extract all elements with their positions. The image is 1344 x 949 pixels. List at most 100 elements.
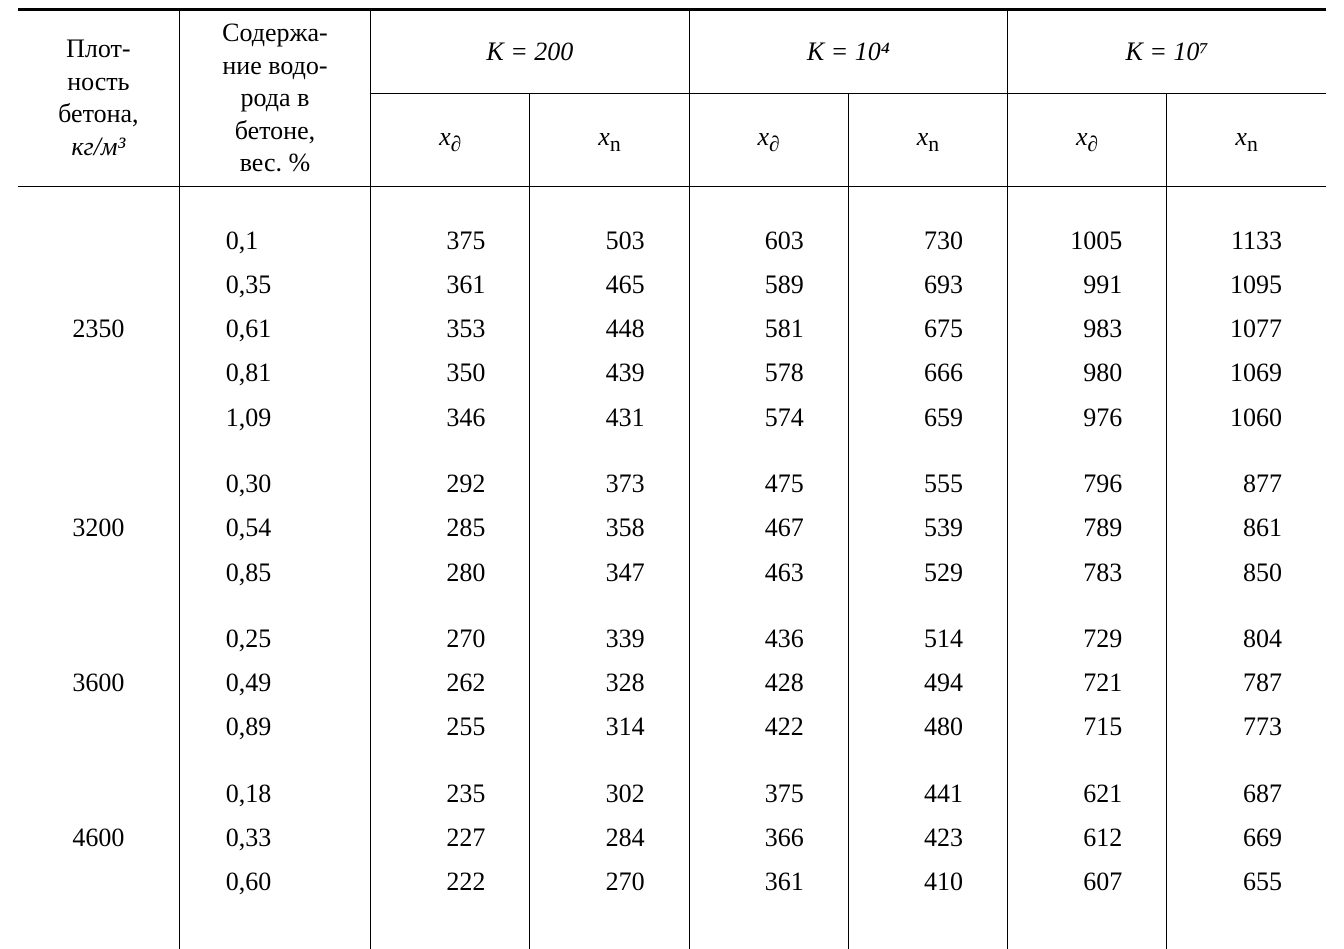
value-cell: 980 [1007,351,1166,395]
value-cell: 729 [1007,617,1166,661]
value-cell: 422 [689,705,848,749]
value-cell: 494 [848,661,1007,705]
value-cell: 328 [530,661,689,705]
value-cell: 373 [530,462,689,506]
value-cell: 1005 [1007,219,1166,263]
value-cell: 804 [1167,617,1326,661]
value-cell: 983 [1007,307,1166,351]
table-row: 1,093464315746599761060 [18,396,1326,440]
header-k-200: K = 200 [371,11,689,94]
hydrogen-cell: 0,49 [179,661,370,705]
value-cell: 410 [848,860,1007,904]
value-cell: 284 [530,816,689,860]
header-hydrogen: Содержа- ние водо- рода в бетоне, вес. % [179,11,370,186]
value-cell: 503 [530,219,689,263]
value-cell: 991 [1007,263,1166,307]
value-cell: 346 [371,396,530,440]
value-cell: 787 [1167,661,1326,705]
value-cell: 976 [1007,396,1166,440]
density-cell: 3600 [18,617,179,750]
value-cell: 877 [1167,462,1326,506]
value-cell: 1133 [1167,219,1326,263]
value-cell: 366 [689,816,848,860]
value-cell: 1069 [1167,351,1326,395]
value-cell: 280 [371,551,530,595]
value-cell: 292 [371,462,530,506]
value-cell: 262 [371,661,530,705]
table-row: 0,60222270361410607655 [18,860,1326,904]
value-cell: 361 [689,860,848,904]
value-cell: 715 [1007,705,1166,749]
table-row: 0,613534485816759831077 [18,307,1326,351]
value-cell: 721 [1007,661,1166,705]
value-cell: 235 [371,772,530,816]
density-cell: 3200 [18,462,179,595]
table-row: 23500,137550360373010051133 [18,219,1326,263]
value-cell: 666 [848,351,1007,395]
value-cell: 850 [1167,551,1326,595]
value-cell: 375 [371,219,530,263]
table-body: 23500,1375503603730100511330,35361465589… [18,186,1326,949]
value-cell: 465 [530,263,689,307]
value-cell: 270 [371,617,530,661]
value-cell: 302 [530,772,689,816]
hydrogen-cell: 0,89 [179,705,370,749]
hydrogen-cell: 0,30 [179,462,370,506]
value-cell: 285 [371,506,530,550]
value-cell: 480 [848,705,1007,749]
value-cell: 861 [1167,506,1326,550]
table-row: 0,353614655896939911095 [18,263,1326,307]
table-row: 0,85280347463529783850 [18,551,1326,595]
value-cell: 423 [848,816,1007,860]
value-cell: 589 [689,263,848,307]
hydrogen-cell: 0,18 [179,772,370,816]
value-cell: 314 [530,705,689,749]
header-xd-3: x∂ [1007,94,1166,186]
hydrogen-cell: 1,09 [179,396,370,440]
value-cell: 514 [848,617,1007,661]
value-cell: 687 [1167,772,1326,816]
scanned-table-page: Плот- ность бетона, кг/м³ Содержа- ние в… [0,0,1344,828]
value-cell: 361 [371,263,530,307]
header-xd-1: x∂ [371,94,530,186]
table-row: 36000,25270339436514729804 [18,617,1326,661]
value-cell: 655 [1167,860,1326,904]
value-cell: 529 [848,551,1007,595]
value-cell: 773 [1167,705,1326,749]
value-cell: 350 [371,351,530,395]
table-row: 0,89255314422480715773 [18,705,1326,749]
value-cell: 375 [689,772,848,816]
value-cell: 693 [848,263,1007,307]
table-row: 0,813504395786669801069 [18,351,1326,395]
table-row: 46000,18235302375441621687 [18,772,1326,816]
hydrogen-cell: 0,61 [179,307,370,351]
value-cell: 581 [689,307,848,351]
table-row: 0,49262328428494721787 [18,661,1326,705]
density-cell: 4600 [18,772,179,905]
hydrogen-cell: 0,60 [179,860,370,904]
value-cell: 475 [689,462,848,506]
concrete-shielding-table: Плот- ность бетона, кг/м³ Содержа- ние в… [18,8,1326,949]
header-xn-2: xn [848,94,1007,186]
value-cell: 1095 [1167,263,1326,307]
value-cell: 448 [530,307,689,351]
hydrogen-cell: 0,33 [179,816,370,860]
value-cell: 467 [689,506,848,550]
value-cell: 669 [1167,816,1326,860]
table-row: 0,33227284366423612669 [18,816,1326,860]
table-row: 0,54285358467539789861 [18,506,1326,550]
value-cell: 428 [689,661,848,705]
header-xn-1: xn [530,94,689,186]
header-density: Плот- ность бетона, кг/м³ [18,11,179,186]
value-cell: 539 [848,506,1007,550]
value-cell: 1077 [1167,307,1326,351]
value-cell: 730 [848,219,1007,263]
value-cell: 463 [689,551,848,595]
value-cell: 789 [1007,506,1166,550]
value-cell: 659 [848,396,1007,440]
value-cell: 612 [1007,816,1166,860]
header-xn-3: xn [1167,94,1326,186]
value-cell: 1060 [1167,396,1326,440]
value-cell: 603 [689,219,848,263]
value-cell: 347 [530,551,689,595]
